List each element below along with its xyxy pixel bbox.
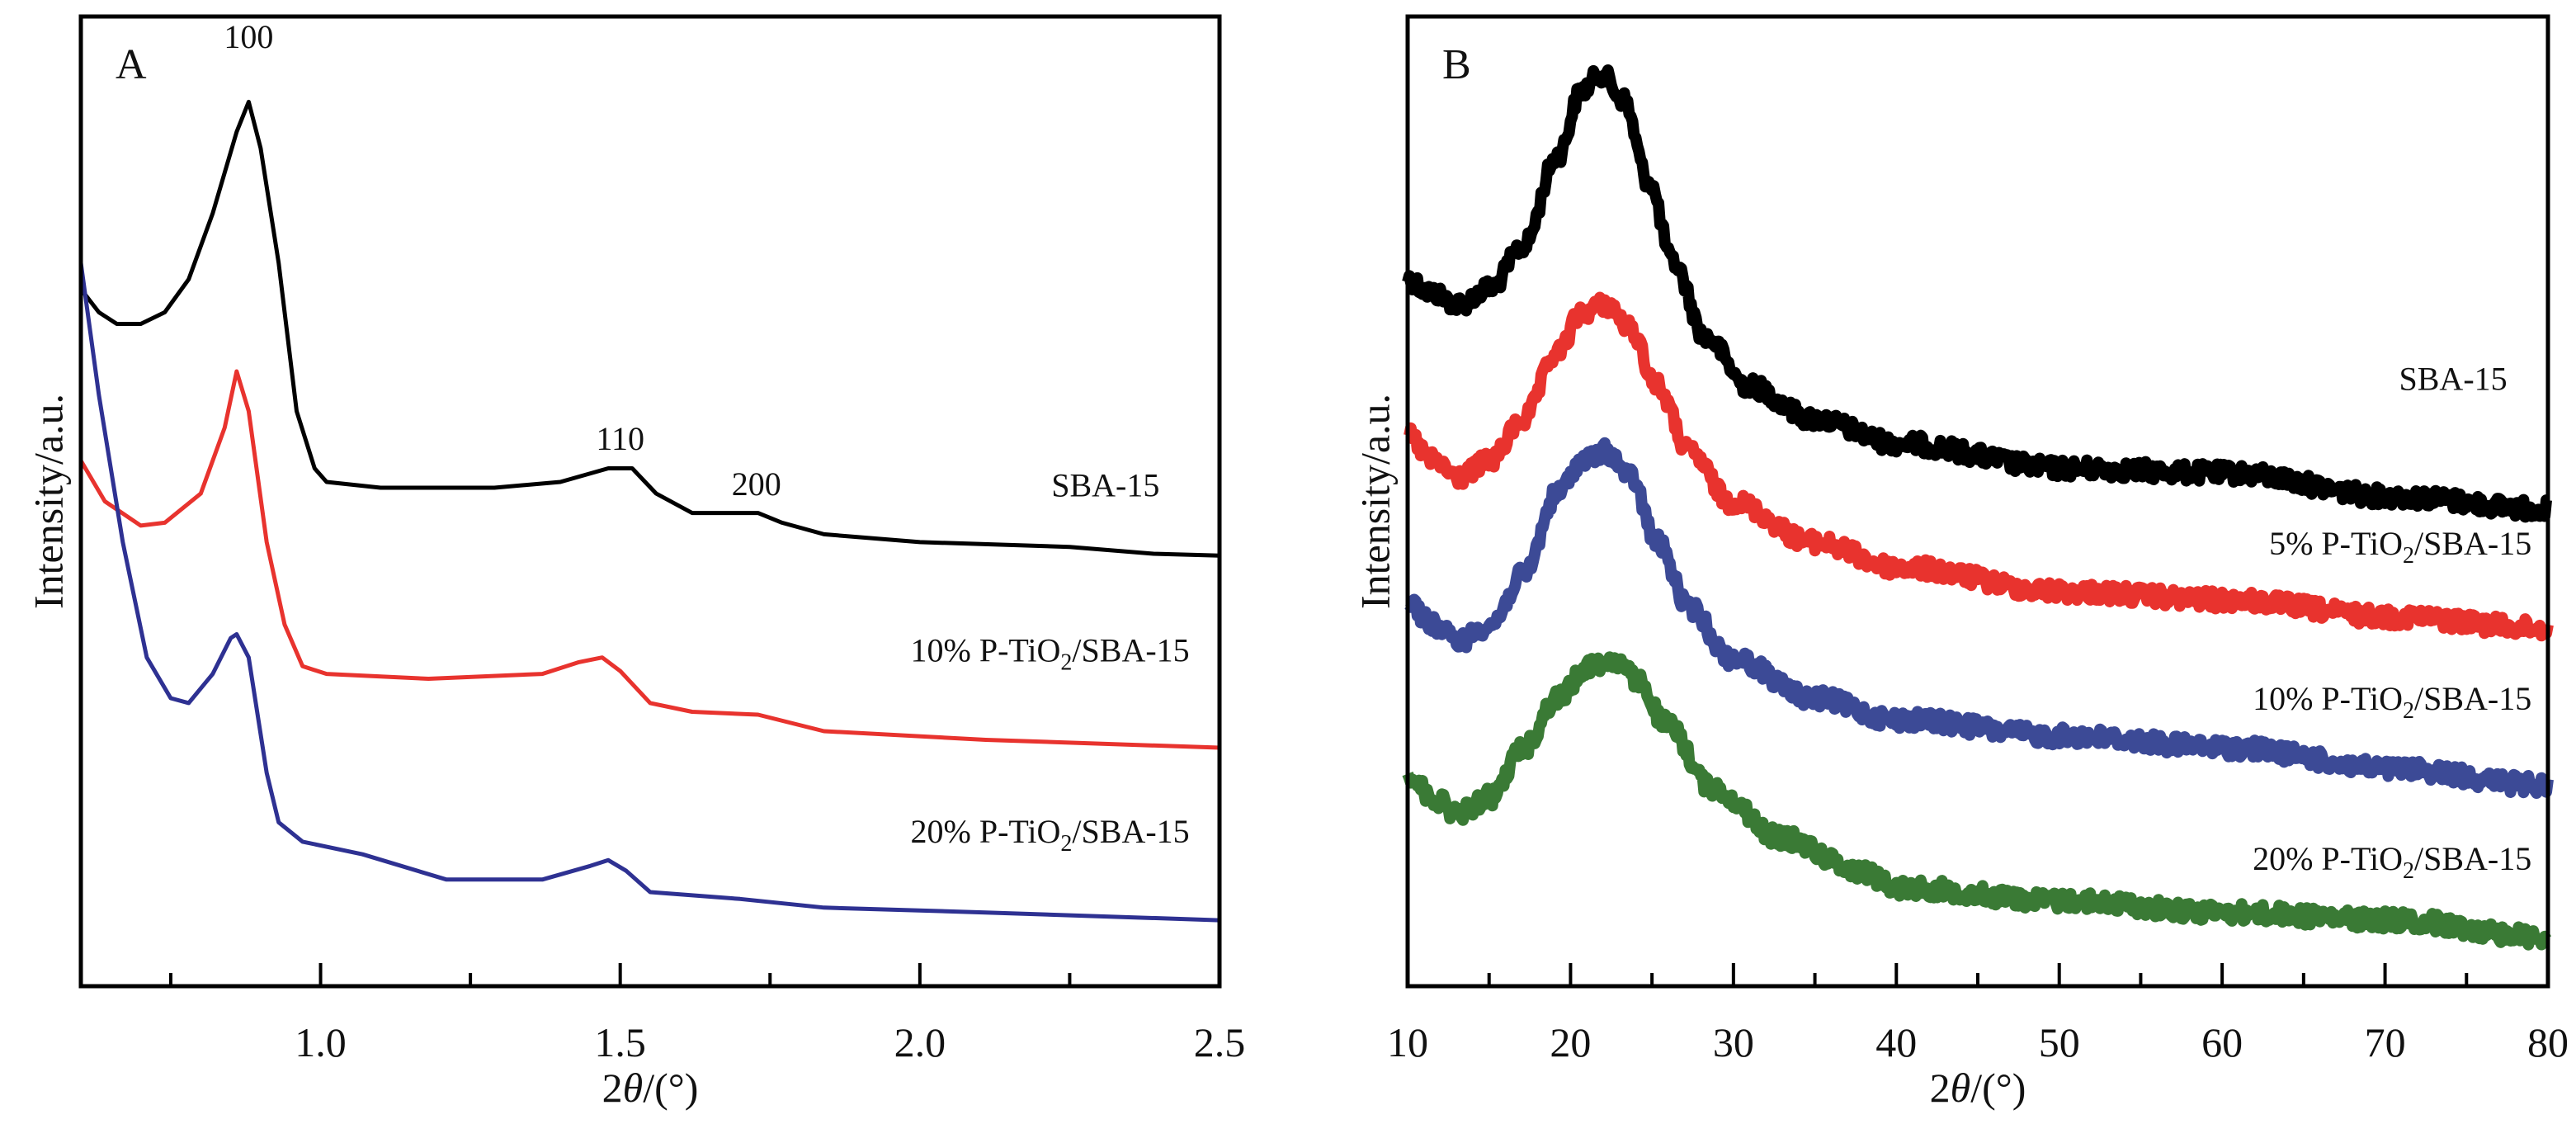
series-line-10-p-tio2-sba-15 xyxy=(78,369,1220,750)
series-label-main: SBA-15 xyxy=(2399,360,2508,397)
x-tick-label: 50 xyxy=(2039,1019,2080,1065)
panel-a-plot-frame xyxy=(78,14,1222,989)
x-tick-label: 10 xyxy=(1387,1019,1428,1065)
x-tick-label: 60 xyxy=(2201,1019,2243,1065)
x-tick-label: 20 xyxy=(1550,1019,1591,1065)
panel-b-x-axis-title: 2θ/(°) xyxy=(1930,1065,2026,1111)
x-title-prefix: 2 xyxy=(602,1065,623,1111)
panel-b-x-tick-labels: 10 20 30 40 50 60 70 80 xyxy=(1387,1019,2569,1065)
panel-b-x-ticks xyxy=(1406,963,2550,986)
series-label-tail: /SBA-15 xyxy=(1072,631,1189,668)
series-label-main: SBA-15 xyxy=(1051,467,1159,504)
panel-a-x-axis-title: 2θ/(°) xyxy=(602,1065,699,1111)
x-title-theta: θ xyxy=(1951,1065,1971,1111)
series-line-20-p-tio2-sba-15 xyxy=(1402,651,2552,951)
series-label: 10% P-TiO2/SBA-15 xyxy=(911,631,1190,675)
panel-b-letter: B xyxy=(1442,41,1471,88)
x-tick-label: 1.0 xyxy=(295,1019,347,1065)
series-label-main: 20% P-TiO xyxy=(2253,840,2403,877)
panel-b-curves xyxy=(1402,64,2554,951)
panel-a-y-axis-title: Intensity/a.u. xyxy=(26,394,72,609)
series-line-sba-15 xyxy=(1402,64,2552,523)
series-label-tail: /SBA-15 xyxy=(2414,680,2531,717)
series-label-tail: /SBA-15 xyxy=(1072,813,1189,850)
series-label-subscript: 2 xyxy=(2403,858,2414,884)
series-label-subscript: 2 xyxy=(1060,649,1072,675)
x-title-prefix: 2 xyxy=(1930,1065,1951,1111)
series-label-main: 5% P-TiO xyxy=(2269,525,2403,562)
series-label: SBA-15 xyxy=(1051,467,1159,504)
series-label-tail: /SBA-15 xyxy=(2414,840,2531,877)
x-tick-label: 1.5 xyxy=(594,1019,646,1065)
series-label-subscript: 2 xyxy=(2403,698,2414,724)
series-line-sba-15 xyxy=(79,99,1220,558)
series-label-subscript: 2 xyxy=(2403,543,2414,569)
series-line-20-p-tio2-sba-15 xyxy=(78,262,1220,923)
panel-a-letter: A xyxy=(116,41,147,88)
x-title-theta: θ xyxy=(623,1065,644,1111)
series-line-10-p-tio2-sba-15 xyxy=(1404,437,2554,799)
x-title-suffix: /(°) xyxy=(1970,1065,2026,1111)
panel-a-x-tick-labels: 1.0 1.5 2.0 2.5 xyxy=(295,1019,1245,1065)
series-label-subscript: 2 xyxy=(1060,831,1072,857)
panel-b: 10 20 30 40 50 60 70 80 B SBA-155% P-TiO2/SBA-1… xyxy=(1352,14,2569,1111)
series-label: 20% P-TiO2/SBA-15 xyxy=(911,813,1190,857)
series-label-main: 10% P-TiO xyxy=(2253,680,2403,717)
series-label-main: 20% P-TiO xyxy=(911,813,1061,850)
series-label: 5% P-TiO2/SBA-15 xyxy=(2269,525,2531,569)
x-tick-label: 30 xyxy=(1713,1019,1754,1065)
series-label: 10% P-TiO2/SBA-15 xyxy=(2253,680,2531,724)
x-tick-label: 2.5 xyxy=(1194,1019,1246,1065)
panel-a-peak-labels: 100 110 200 xyxy=(224,18,781,503)
x-tick-label: 80 xyxy=(2527,1019,2569,1065)
series-label-tail: /SBA-15 xyxy=(2414,525,2531,562)
panel-a-x-ticks xyxy=(168,963,1221,986)
peak-label-100: 100 xyxy=(224,18,273,55)
x-tick-label: 70 xyxy=(2365,1019,2406,1065)
series-label-main: 10% P-TiO xyxy=(911,631,1061,668)
series-label: SBA-15 xyxy=(2399,360,2508,397)
peak-label-200: 200 xyxy=(732,465,781,503)
x-tick-label: 2.0 xyxy=(894,1019,946,1065)
panel-b-y-axis-title: Intensity/a.u. xyxy=(1352,394,1399,609)
series-line-5-p-tio2-sba-15 xyxy=(1404,291,2554,642)
peak-label-110: 110 xyxy=(596,420,644,457)
panel-a-curves xyxy=(78,99,1220,923)
x-tick-label: 40 xyxy=(1875,1019,1917,1065)
series-label: 20% P-TiO2/SBA-15 xyxy=(2253,840,2531,884)
panel-a: 1.0 1.5 2.0 2.5 A 100 110 200 SBA-15 10% P-TiO… xyxy=(26,14,1245,1111)
x-title-suffix: /(°) xyxy=(643,1065,698,1111)
